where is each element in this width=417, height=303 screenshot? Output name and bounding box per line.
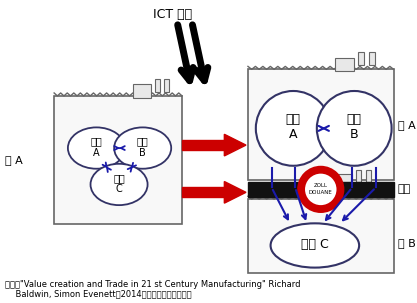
Bar bbox=[54, 96, 182, 224]
Ellipse shape bbox=[271, 223, 359, 268]
Bar bbox=[164, 79, 169, 92]
Text: 工程
B: 工程 B bbox=[137, 136, 148, 158]
Text: 工程
A: 工程 A bbox=[286, 113, 301, 142]
Ellipse shape bbox=[90, 164, 148, 205]
Text: 国 A: 国 A bbox=[5, 155, 23, 165]
Bar bbox=[358, 52, 364, 65]
Bar bbox=[356, 170, 361, 181]
Text: DOUANE: DOUANE bbox=[309, 190, 333, 195]
Polygon shape bbox=[224, 181, 246, 203]
Bar bbox=[248, 181, 394, 197]
Circle shape bbox=[297, 166, 344, 213]
Polygon shape bbox=[224, 134, 246, 156]
Text: 国 B: 国 B bbox=[397, 238, 415, 248]
Text: 工程
C: 工程 C bbox=[113, 173, 125, 194]
Text: ICT 革命: ICT 革命 bbox=[153, 8, 192, 21]
Circle shape bbox=[305, 174, 337, 205]
Text: 国 A: 国 A bbox=[397, 120, 415, 130]
Text: 工程
B: 工程 B bbox=[347, 113, 362, 142]
Ellipse shape bbox=[114, 127, 171, 169]
Bar bbox=[248, 69, 394, 180]
Bar bbox=[366, 170, 371, 181]
Text: 出典："Value creation and Trade in 21 st Century Manufacturing" Richard: 出典："Value creation and Trade in 21 st Ce… bbox=[5, 280, 300, 289]
Ellipse shape bbox=[68, 127, 125, 169]
Bar bbox=[369, 52, 375, 65]
Bar bbox=[133, 84, 151, 98]
Bar bbox=[156, 79, 161, 92]
Circle shape bbox=[317, 91, 392, 166]
Text: Baldwin, Simon Evenett（2014）を元に経産省加工。: Baldwin, Simon Evenett（2014）を元に経産省加工。 bbox=[5, 289, 191, 298]
Bar bbox=[182, 140, 224, 150]
Text: 国境: 国境 bbox=[397, 185, 411, 195]
Circle shape bbox=[256, 91, 331, 166]
Text: 工程
A: 工程 A bbox=[90, 136, 102, 158]
Bar bbox=[334, 58, 354, 71]
Text: ZOLL: ZOLL bbox=[314, 183, 328, 188]
Text: 工稌 C: 工稌 C bbox=[301, 238, 329, 251]
Bar bbox=[182, 188, 224, 197]
Bar bbox=[248, 199, 394, 273]
Bar bbox=[334, 174, 352, 185]
